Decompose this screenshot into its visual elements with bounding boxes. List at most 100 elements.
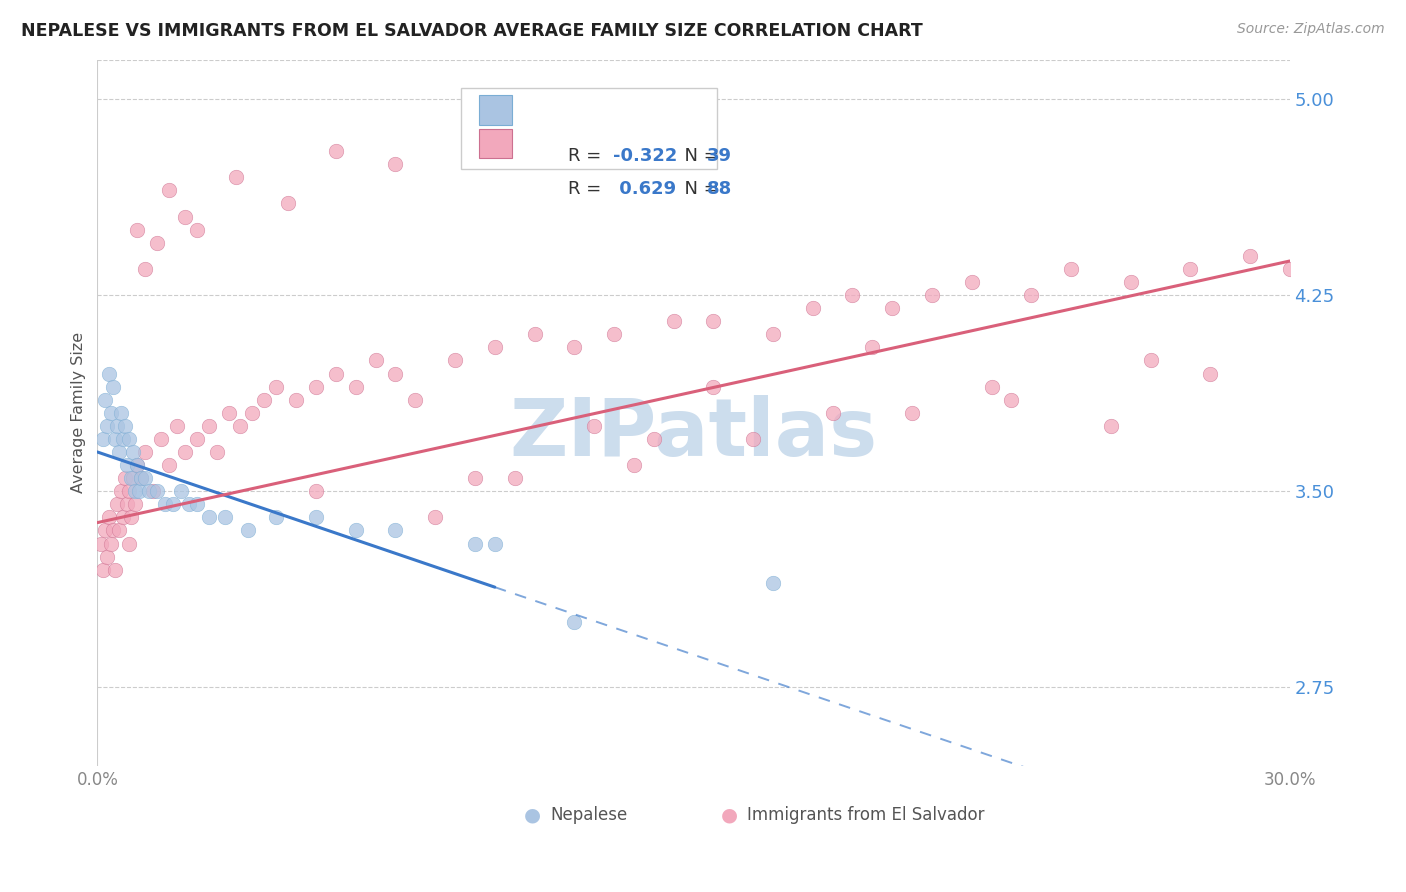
- Point: [103, 379, 125, 393]
- Point: [91, 432, 114, 446]
- Point: [105, 418, 128, 433]
- Text: 39: 39: [707, 147, 733, 165]
- Text: N =: N =: [673, 180, 725, 198]
- Point: [305, 379, 328, 393]
- Point: [1199, 367, 1222, 381]
- Point: [186, 222, 208, 236]
- Point: [1119, 275, 1142, 289]
- Point: [238, 524, 260, 538]
- Text: 0.629: 0.629: [613, 180, 676, 198]
- Point: [90, 536, 112, 550]
- Point: [115, 497, 138, 511]
- Point: [1060, 261, 1083, 276]
- Bar: [479, 128, 512, 159]
- Point: [162, 497, 184, 511]
- Point: [108, 445, 131, 459]
- Point: [98, 510, 121, 524]
- Point: [110, 406, 132, 420]
- Point: [464, 536, 486, 550]
- Text: Source: ZipAtlas.com: Source: ZipAtlas.com: [1237, 22, 1385, 37]
- Point: [503, 471, 526, 485]
- Point: [186, 497, 208, 511]
- Point: [364, 353, 387, 368]
- Point: [103, 524, 125, 538]
- Point: [127, 222, 149, 236]
- Point: [110, 484, 132, 499]
- Point: [134, 445, 156, 459]
- Point: [127, 458, 149, 472]
- Point: [277, 196, 299, 211]
- Point: [173, 445, 195, 459]
- Point: [146, 235, 169, 250]
- Point: [149, 432, 172, 446]
- Point: [325, 367, 347, 381]
- Point: [444, 353, 467, 368]
- Point: [153, 497, 176, 511]
- Point: [841, 288, 863, 302]
- Point: [134, 261, 156, 276]
- Text: NEPALESE VS IMMIGRANTS FROM EL SALVADOR AVERAGE FAMILY SIZE CORRELATION CHART: NEPALESE VS IMMIGRANTS FROM EL SALVADOR …: [21, 22, 922, 40]
- Point: [801, 301, 824, 315]
- Point: [384, 157, 406, 171]
- Point: [1278, 261, 1301, 276]
- Point: [240, 406, 263, 420]
- Point: [177, 497, 200, 511]
- Point: [114, 471, 136, 485]
- Y-axis label: Average Family Size: Average Family Size: [72, 332, 86, 493]
- Point: [225, 170, 247, 185]
- Point: [170, 484, 193, 499]
- Point: [186, 432, 208, 446]
- Point: [404, 392, 426, 407]
- Point: [702, 314, 724, 328]
- Point: [118, 536, 141, 550]
- Point: [115, 458, 138, 472]
- Point: [128, 484, 150, 499]
- Point: [762, 575, 785, 590]
- Point: [138, 484, 160, 499]
- Point: [643, 432, 665, 446]
- Point: [94, 392, 117, 407]
- Point: [129, 471, 152, 485]
- Point: [118, 484, 141, 499]
- Point: [285, 392, 308, 407]
- Point: [104, 563, 127, 577]
- Bar: [479, 95, 512, 125]
- Point: [96, 549, 118, 564]
- Point: [214, 510, 236, 524]
- Point: [484, 340, 506, 354]
- Point: [253, 392, 276, 407]
- Point: [344, 524, 367, 538]
- Point: [166, 418, 188, 433]
- Point: [157, 183, 180, 197]
- Point: [146, 484, 169, 499]
- Text: R =: R =: [568, 147, 607, 165]
- Point: [122, 445, 145, 459]
- Point: [197, 418, 219, 433]
- Point: [120, 510, 142, 524]
- Point: [264, 510, 287, 524]
- Point: [344, 379, 367, 393]
- Point: [562, 340, 585, 354]
- Point: [118, 432, 141, 446]
- Point: [901, 406, 924, 420]
- FancyBboxPatch shape: [461, 87, 717, 169]
- Point: [1139, 353, 1161, 368]
- Point: [384, 524, 406, 538]
- Point: [264, 379, 287, 393]
- Point: [583, 418, 606, 433]
- Point: [104, 432, 127, 446]
- Point: [384, 367, 406, 381]
- Text: 88: 88: [707, 180, 733, 198]
- Point: [762, 327, 785, 342]
- Point: [980, 379, 1002, 393]
- Point: [1180, 261, 1202, 276]
- Point: [742, 432, 765, 446]
- Point: [229, 418, 252, 433]
- Text: Immigrants from El Salvador: Immigrants from El Salvador: [747, 806, 984, 824]
- Point: [108, 524, 131, 538]
- Point: [960, 275, 983, 289]
- Point: [173, 210, 195, 224]
- Point: [821, 406, 844, 420]
- Point: [425, 510, 447, 524]
- Point: [112, 432, 135, 446]
